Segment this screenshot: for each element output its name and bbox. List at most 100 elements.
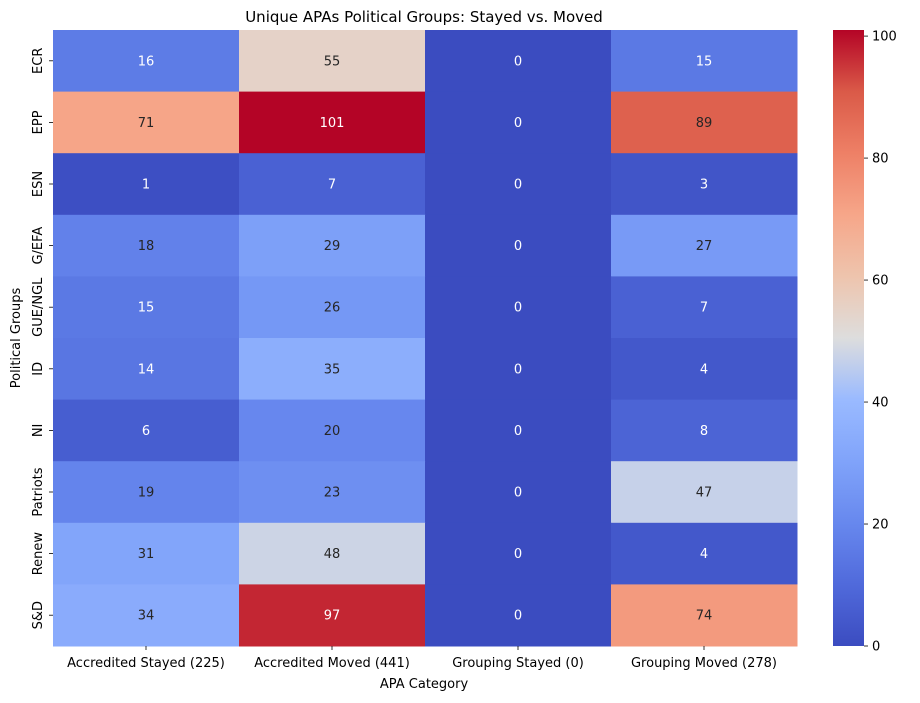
- y-tick-label: S&D: [31, 601, 46, 629]
- heatmap-cell: [611, 338, 798, 401]
- cell-value-label: 8: [700, 424, 708, 439]
- colorbar-tick-label: 40: [872, 396, 889, 411]
- heatmap-cell: [425, 91, 612, 154]
- cell-value-label: 7: [328, 178, 336, 193]
- heatmap-cell: [53, 276, 240, 339]
- cell-value-label: 55: [324, 54, 341, 69]
- y-tick-label: Renew: [31, 532, 46, 576]
- colorbar-tick-label: 0: [872, 640, 880, 655]
- cell-value-label: 18: [138, 239, 155, 254]
- cell-value-label: 47: [696, 486, 713, 501]
- heatmap-cell: [239, 30, 426, 93]
- y-tick-labels: ECR EPP ESN G/EFA GUE/NGL ID NI Patriots Renew S&…: [31, 48, 53, 629]
- x-tick-label: Grouping Stayed (0): [452, 656, 584, 671]
- heatmap-cell: [611, 461, 798, 524]
- cell-value-label: 4: [700, 362, 708, 377]
- y-tick-label: NI: [31, 424, 46, 438]
- chart-title: Unique APAs Political Groups: Stayed vs.…: [245, 8, 603, 26]
- heatmap-cell: [53, 399, 240, 462]
- colorbar-tick-label: 20: [872, 518, 889, 533]
- cell-value-label: 4: [700, 547, 708, 562]
- cell-value-label: 29: [324, 239, 341, 254]
- x-tick-label: Grouping Moved (278): [631, 656, 777, 671]
- y-tick-label: ECR: [31, 48, 46, 74]
- x-tick-label: Accredited Stayed (225): [67, 656, 225, 671]
- cell-value-label: 15: [138, 301, 155, 316]
- heatmap-cell: [425, 153, 612, 216]
- cell-value-label: 16: [138, 54, 155, 69]
- heatmap-cell: [425, 584, 612, 647]
- heatmap-cell: [53, 522, 240, 585]
- heatmap-cell: [611, 276, 798, 339]
- cell-value-label: 23: [324, 486, 341, 501]
- cell-value-label: 15: [696, 54, 713, 69]
- cell-value-label: 0: [514, 609, 522, 624]
- cell-value-label: 27: [696, 239, 713, 254]
- cell-value-label: 89: [696, 116, 713, 131]
- heatmap-cell: [53, 91, 240, 154]
- y-axis-label: Political Groups: [9, 288, 24, 389]
- heatmap-cell: [239, 276, 426, 339]
- y-tick-label: EPP: [31, 110, 46, 134]
- heatmap-cell: [425, 461, 612, 524]
- cell-value-label: 3: [700, 178, 708, 193]
- heatmap-cell: [425, 338, 612, 401]
- cell-value-label: 34: [138, 609, 155, 624]
- heatmap-cell: [239, 153, 426, 216]
- cell-value-label: 0: [514, 362, 522, 377]
- cell-value-label: 20: [324, 424, 341, 439]
- heatmap-cell: [425, 214, 612, 277]
- colorbar-tick-label: 60: [872, 274, 889, 289]
- heatmap-cell: [53, 461, 240, 524]
- y-tick-label: Patriots: [31, 467, 46, 516]
- heatmap-cell: [53, 30, 240, 93]
- cell-value-label: 0: [514, 486, 522, 501]
- heatmap-cell: [611, 399, 798, 462]
- cell-value-label: 0: [514, 54, 522, 69]
- colorbar: 0 20 40 60 80 100: [833, 30, 897, 655]
- x-tick-labels: Accredited Stayed (225) Accredited Moved …: [67, 646, 777, 671]
- colorbar-tick-label: 80: [872, 152, 889, 167]
- cell-value-label: 35: [324, 362, 341, 377]
- heatmap-cell: [239, 399, 426, 462]
- cell-value-label: 1: [142, 178, 150, 193]
- heatmap-cell: [611, 214, 798, 277]
- heatmap-cell: [53, 214, 240, 277]
- cell-value-label: 31: [138, 547, 155, 562]
- heatmap-cell: [239, 461, 426, 524]
- cell-value-label: 97: [324, 609, 341, 624]
- heatmap-cell: [239, 584, 426, 647]
- cell-value-label: 0: [514, 547, 522, 562]
- heatmap-cell: [239, 338, 426, 401]
- cell-value-label: 101: [320, 116, 345, 131]
- y-tick-label: ESN: [31, 171, 46, 197]
- cell-value-label: 7: [700, 301, 708, 316]
- colorbar-tick-label: 100: [872, 30, 897, 45]
- cell-value-label: 6: [142, 424, 150, 439]
- cell-value-label: 26: [324, 301, 341, 316]
- y-tick-label: GUE/NGL: [31, 277, 46, 337]
- heatmap-cell: [53, 584, 240, 647]
- heatmap-cell: [611, 584, 798, 647]
- cell-value-label: 48: [324, 547, 341, 562]
- heatmap-cell: [53, 338, 240, 401]
- x-tick-label: Accredited Moved (441): [254, 656, 410, 671]
- cell-value-label: 14: [138, 362, 155, 377]
- cell-value-label: 74: [696, 609, 713, 624]
- heatmap-cell: [239, 91, 426, 154]
- heatmap-cell: [611, 30, 798, 93]
- y-tick-label: G/EFA: [31, 227, 46, 265]
- cell-value-label: 0: [514, 116, 522, 131]
- cell-value-label: 0: [514, 178, 522, 193]
- heatmap-cell: [239, 214, 426, 277]
- heatmap-cell: [611, 153, 798, 216]
- heatmap-cell: [611, 522, 798, 585]
- x-axis-label: APA Category: [380, 677, 469, 692]
- cell-value-label: 71: [138, 116, 155, 131]
- heatmap-cell: [611, 91, 798, 154]
- heatmap-cell: [425, 30, 612, 93]
- cell-value-label: 19: [138, 486, 155, 501]
- heatmap-cell: [425, 276, 612, 339]
